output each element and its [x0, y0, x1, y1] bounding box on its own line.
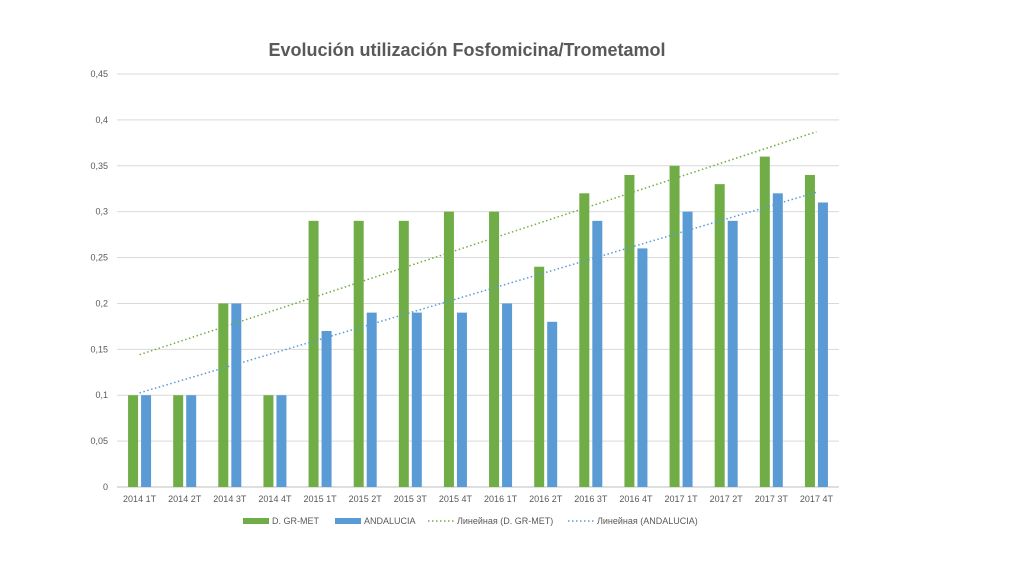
x-tick-label: 2014 2T — [168, 494, 202, 504]
bar-andalucia — [592, 220, 603, 487]
x-tick-label: 2015 1T — [304, 494, 338, 504]
bar-dgrmet — [308, 220, 319, 487]
legend-label: D. GR-MET — [272, 516, 319, 526]
bar-dgrmet — [624, 174, 635, 487]
x-tick-label: 2016 1T — [484, 494, 518, 504]
bar-andalucia — [727, 220, 738, 487]
x-tick-label: 2015 3T — [394, 494, 428, 504]
bar-andalucia — [772, 193, 783, 488]
legend: D. GR-MET ANDALUCIA Линейная (D. GR-MET) Ли… — [243, 516, 698, 526]
bar-andalucia — [637, 248, 648, 487]
x-tick-label: 2017 4T — [800, 494, 834, 504]
trendline-dgrmet — [139, 131, 817, 356]
y-tick-label: 0,05 — [90, 436, 108, 446]
y-tick-label: 0,3 — [95, 207, 108, 217]
bar-dgrmet — [534, 266, 545, 487]
legend-label: Линейная (D. GR-MET) — [457, 516, 553, 526]
legend-label: ANDALUCIA — [364, 516, 416, 526]
legend-swatch — [335, 518, 361, 524]
x-tick-label: 2017 2T — [710, 494, 744, 504]
y-tick-label: 0,1 — [95, 390, 108, 400]
bar-andalucia — [321, 330, 332, 487]
bar-dgrmet — [263, 395, 274, 487]
x-tick-label: 2015 4T — [439, 494, 473, 504]
bar-andalucia — [186, 395, 197, 487]
x-tick-label: 2014 4T — [258, 494, 292, 504]
chart-title: Evolución utilización Fosfomicina/Tromet… — [268, 40, 665, 60]
legend-item-trend-dgrmet: Линейная (D. GR-MET) — [428, 516, 553, 526]
x-tick-label: 2014 3T — [213, 494, 247, 504]
x-axis-ticks: 2014 1T 2014 2T 2014 3T 2014 4T 2015 1T 2015 … — [123, 494, 833, 504]
legend-item-dgrmet: D. GR-MET — [243, 516, 319, 526]
bar-dgrmet — [714, 184, 725, 487]
y-axis-ticks: 0 0,05 0,1 0,15 0,2 0,25 0,3 0,35 0,4 0,45 — [90, 69, 108, 492]
x-tick-label: 2014 1T — [123, 494, 157, 504]
bar-dgrmet — [443, 211, 454, 487]
y-tick-label: 0,2 — [95, 298, 108, 308]
bar-dgrmet — [489, 211, 500, 487]
bar-dgrmet — [218, 303, 229, 487]
bar-andalucia — [547, 321, 558, 487]
bar-andalucia — [411, 312, 422, 487]
x-tick-label: 2015 2T — [349, 494, 383, 504]
bar-dgrmet — [579, 193, 590, 488]
bar-dgrmet — [398, 220, 409, 487]
bar-andalucia — [682, 211, 693, 487]
y-tick-label: 0,4 — [95, 115, 108, 125]
bar-andalucia — [141, 395, 152, 487]
x-tick-label: 2016 4T — [619, 494, 653, 504]
y-tick-label: 0,35 — [90, 161, 108, 171]
bar-andalucia — [817, 202, 828, 487]
bar-andalucia — [231, 303, 242, 487]
legend-item-andalucia: ANDALUCIA — [335, 516, 416, 526]
bar-dgrmet — [669, 165, 680, 487]
bars — [128, 156, 828, 488]
x-tick-label: 2016 2T — [529, 494, 563, 504]
y-tick-label: 0 — [103, 482, 108, 492]
bar-andalucia — [456, 312, 467, 487]
y-tick-label: 0,25 — [90, 253, 108, 263]
bar-andalucia — [366, 312, 377, 487]
legend-swatch — [243, 518, 269, 524]
legend-item-trend-andalucia: Линейная (ANDALUCIA) — [568, 516, 698, 526]
x-tick-label: 2017 3T — [755, 494, 789, 504]
x-tick-label: 2017 1T — [665, 494, 699, 504]
trendlines — [139, 131, 817, 394]
bar-dgrmet — [804, 174, 815, 487]
bar-dgrmet — [759, 156, 770, 487]
bar-andalucia — [276, 395, 287, 487]
bar-dgrmet — [128, 395, 139, 487]
bar-andalucia — [502, 303, 513, 487]
trendline-andalucia — [139, 191, 817, 394]
bar-dgrmet — [353, 220, 364, 487]
bar-dgrmet — [173, 395, 184, 487]
x-tick-label: 2016 3T — [574, 494, 608, 504]
legend-label: Линейная (ANDALUCIA) — [597, 516, 698, 526]
y-tick-label: 0,45 — [90, 69, 108, 79]
y-tick-label: 0,15 — [90, 344, 108, 354]
